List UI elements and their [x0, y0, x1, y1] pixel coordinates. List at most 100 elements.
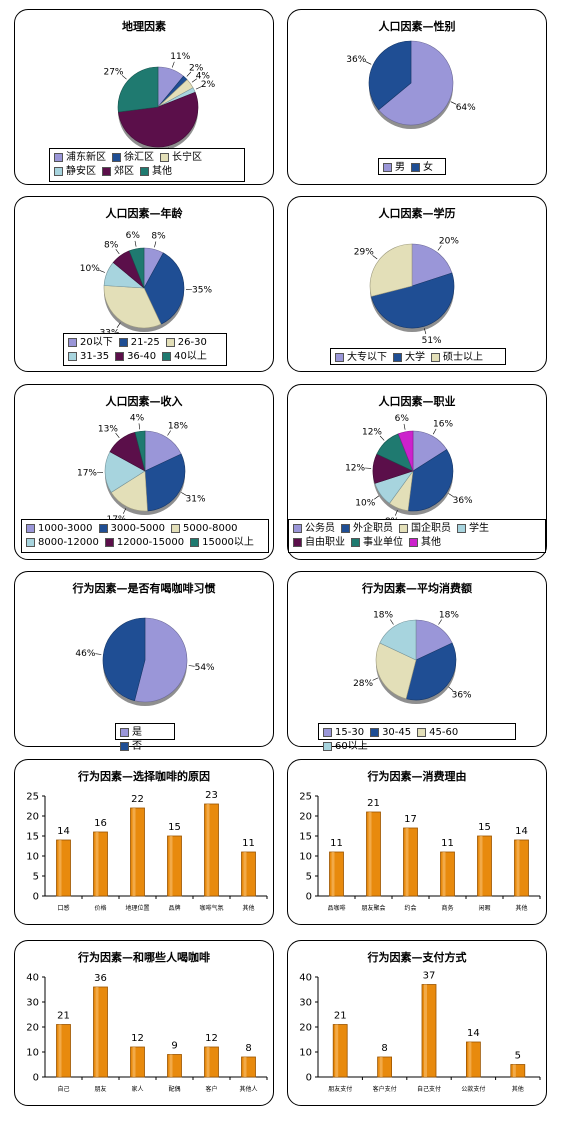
- chart-title: 行为因素—选择咖啡的原因: [78, 770, 210, 783]
- x-category-label: 公款支付: [461, 1085, 485, 1093]
- y-tick-label: 0: [306, 892, 312, 903]
- bar-highlight: [516, 840, 520, 896]
- pie-leader-line: [365, 61, 372, 65]
- pie-slice-7: [397, 430, 414, 472]
- chart-svg: 8%35%33%10%8%6%: [80, 231, 213, 339]
- legend-swatch: [54, 166, 63, 176]
- pie-label: 28%: [353, 679, 373, 689]
- y-tick-label: 0: [33, 892, 39, 903]
- legend-item: 大专以下: [335, 351, 387, 365]
- pie-label: 6%: [395, 414, 410, 424]
- legend-swatch: [26, 523, 35, 533]
- x-category-label: 其他人: [239, 1085, 257, 1093]
- y-tick-label: 20: [299, 812, 312, 823]
- y-tick-label: 15: [26, 832, 39, 843]
- pie-label: 20%: [439, 237, 459, 247]
- pie-slice-2: [143, 252, 185, 325]
- bar-value-label: 14: [57, 826, 70, 837]
- x-category-label: 自己支付: [417, 1085, 441, 1093]
- chart-title: 人口因素—性别: [378, 20, 456, 33]
- legend-label: 26-30: [177, 337, 207, 348]
- pie-leader-line: [379, 435, 385, 441]
- x-category-label: 朋友聚会: [361, 904, 385, 912]
- chart-svg: 64% 36%: [346, 40, 476, 129]
- legend-label: 其他: [152, 166, 172, 177]
- legend-swatch: [162, 351, 172, 361]
- pie-label: 4%: [130, 413, 145, 423]
- chart-panel-5: 人口因素—收入18%31%17%17%13%4%1000-30003000-50…: [14, 384, 274, 560]
- legend-swatch: [68, 351, 77, 361]
- pie-label: 4%: [196, 71, 211, 81]
- legend-label: 公务员: [305, 523, 335, 534]
- legend-item: 40以上: [162, 350, 207, 364]
- legend-label: 大学: [405, 352, 425, 363]
- legend-label: 静安区: [66, 166, 96, 177]
- pie-leader-line: [115, 432, 120, 438]
- legend-item: 1000-3000: [26, 522, 93, 536]
- chart-legend: 公务员 外企职员 国企职员 学生自由职业 事业单位 其他: [288, 519, 546, 553]
- x-category-label: 其他: [242, 904, 254, 912]
- pie-slice-6: [117, 66, 159, 113]
- bar-value-label: 22: [131, 794, 144, 805]
- legend-label: 男: [395, 162, 405, 173]
- bar-highlight: [58, 1024, 62, 1077]
- pie-leader-line: [395, 509, 398, 516]
- bar-value-label: 21: [367, 798, 380, 809]
- chart-panel-2: 人口因素—性别 64% 36% 男女: [287, 9, 547, 185]
- y-tick-label: 5: [306, 872, 312, 883]
- pie-label: 36%: [452, 690, 472, 700]
- pie-label: 10%: [80, 264, 100, 274]
- x-category-label: 品牌: [168, 904, 180, 912]
- chart-title: 地理因素: [122, 20, 166, 33]
- pie-label: 17%: [77, 469, 97, 479]
- legend-item: 男: [383, 161, 405, 175]
- legend-label: 36-40: [127, 351, 157, 362]
- chart-title: 行为因素—消费理由: [367, 770, 467, 783]
- legend-swatch: [104, 537, 114, 547]
- bar-value-label: 11: [242, 838, 255, 849]
- legend-swatch: [323, 741, 332, 751]
- x-category-label: 客户支付: [373, 1085, 397, 1093]
- pie-leader-line: [438, 619, 442, 625]
- legend-label: 1000-3000: [38, 523, 93, 534]
- legend-swatch: [115, 351, 125, 361]
- x-category-label: 口感: [57, 904, 69, 912]
- bar-highlight: [243, 1057, 247, 1077]
- legend-swatch: [68, 337, 77, 347]
- x-category-label: 朋友: [94, 1085, 106, 1093]
- legend-swatch: [160, 152, 169, 162]
- bar-highlight: [479, 836, 483, 896]
- pie-label: 54%: [195, 663, 215, 673]
- pie-leader-line: [372, 677, 379, 681]
- bar-value-label: 11: [330, 838, 343, 849]
- pie-leader-line: [99, 270, 106, 273]
- chart-panel-10: 行为因素—消费理由 0 5 10 15 20 25 11 品咖啡 21 朋友聚会 17 约会 11 商务 15…: [287, 759, 547, 925]
- chart-title: 行为因素—和哪些人喝咖啡: [78, 951, 210, 964]
- legend-label: 其他: [421, 537, 441, 548]
- bar-highlight: [169, 1054, 173, 1077]
- x-category-label: 朋友支付: [328, 1085, 352, 1093]
- pie-slice-1: [411, 243, 453, 287]
- legend-item: 3000-5000: [98, 522, 166, 536]
- legend-item: 是: [120, 726, 142, 740]
- chart-svg: 18% 36% 28% 18%: [353, 610, 472, 704]
- chart-panel-11: 行为因素—和哪些人喝咖啡 0 10 20 30 40 21 自己 36 朋友 12 家人 9 配偶 12 客户…: [14, 940, 274, 1106]
- legend-label: 事业单位: [363, 537, 403, 548]
- pie-label: 12%: [345, 464, 365, 474]
- legend-label: 3000-5000: [110, 523, 166, 534]
- pie-leader-line: [122, 508, 127, 514]
- pie-leader-line: [448, 686, 454, 691]
- bar-value-label: 12: [205, 1033, 218, 1044]
- legend-item: 其他: [409, 536, 441, 550]
- legend-label: 20以下: [80, 337, 113, 348]
- legend-label: 硕士以上: [443, 352, 483, 363]
- pie-leader-line: [154, 241, 157, 248]
- pie-label: 2%: [201, 80, 216, 90]
- legend-item: 12000-15000: [104, 536, 184, 550]
- pie-leader-line: [181, 492, 187, 496]
- legend-swatch: [54, 152, 63, 162]
- legend-item: 硕士以上: [431, 351, 483, 365]
- legend-item: 徐汇区: [112, 151, 154, 165]
- chart-panel-12: 行为因素—支付方式 0 10 20 30 40 21 朋友支付 8 客户支付 37 自己支付 14 公款支…: [287, 940, 547, 1106]
